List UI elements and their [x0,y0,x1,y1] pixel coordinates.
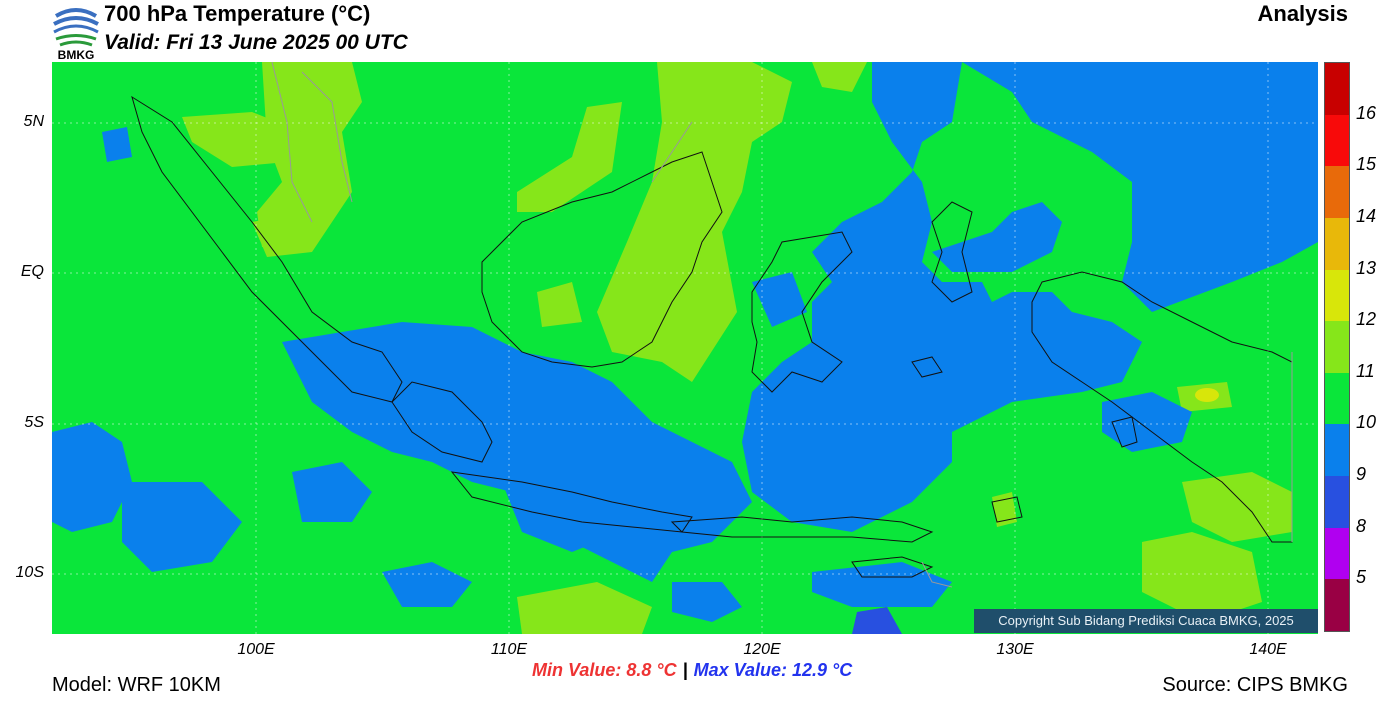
lat-label-5s: 5S [24,414,44,431]
coastlines [131,95,1293,578]
colorbar-segment [1325,114,1349,167]
lat-label-5n: 5N [23,113,44,130]
lat-label-10s: 10S [15,564,44,581]
colorbar-segment [1325,579,1349,631]
colorbar-label: 8 [1356,515,1367,536]
bmkg-logo: BMKG [52,2,100,62]
min-max-values: Min Value: 8.8 °C | Max Value: 12.9 °C [532,660,852,681]
colorbar-segment [1325,476,1349,528]
colorbar-segment [1325,269,1349,322]
logo-text: BMKG [58,48,95,60]
max-value: Max Value: 12.9 °C [693,660,853,680]
copyright-notice: Copyright Sub Bidang Prediksi Cuaca BMKG… [974,609,1318,633]
borders [271,62,1293,588]
lon-label-140e: 140E [1249,641,1287,658]
lon-label-130e: 130E [996,641,1034,658]
source-label: Source: CIPS BMKG [1162,674,1348,696]
graticule [52,62,1318,634]
lon-label-100e: 100E [237,641,275,658]
colorbar-label: 16 [1356,102,1377,123]
colorbar-label: 11 [1356,360,1375,381]
colorbar-label: 10 [1356,412,1377,433]
min-value: Min Value: 8.8 °C [532,660,677,680]
lon-label-120e: 120E [743,641,781,658]
colorbar-segment [1325,63,1349,115]
lon-label-110e: 110E [490,641,528,658]
colorbar-segment [1325,321,1349,373]
lat-label-eq: EQ [20,263,44,280]
analysis-label: Analysis [1257,1,1349,26]
temp-12-band [182,62,1292,634]
colorbar-segment [1325,527,1349,580]
temperature-colorbar [1324,62,1350,632]
colorbar-segment [1325,166,1349,218]
model-label: Model: WRF 10KM [52,674,221,696]
temp-13-spot [1195,388,1219,402]
temp-10-band [52,62,1318,622]
temp-9-patch [852,607,902,634]
colorbar-segment [1325,217,1349,270]
colorbar-label: 12 [1356,309,1377,330]
colorbar-segment [1325,424,1349,477]
temperature-map[interactable] [52,62,1318,634]
colorbar-segment [1325,372,1349,425]
value-separator: | [682,660,688,680]
colorbar-label: 13 [1356,257,1377,278]
colorbar-label: 9 [1356,464,1367,485]
page-title: 700 hPa Temperature (°C) [104,1,371,26]
colorbar-label: 15 [1356,154,1377,175]
valid-time: Valid: Fri 13 June 2025 00 UTC [104,31,408,54]
colorbar-label: 5 [1356,567,1367,588]
colorbar-label: 14 [1356,205,1377,226]
